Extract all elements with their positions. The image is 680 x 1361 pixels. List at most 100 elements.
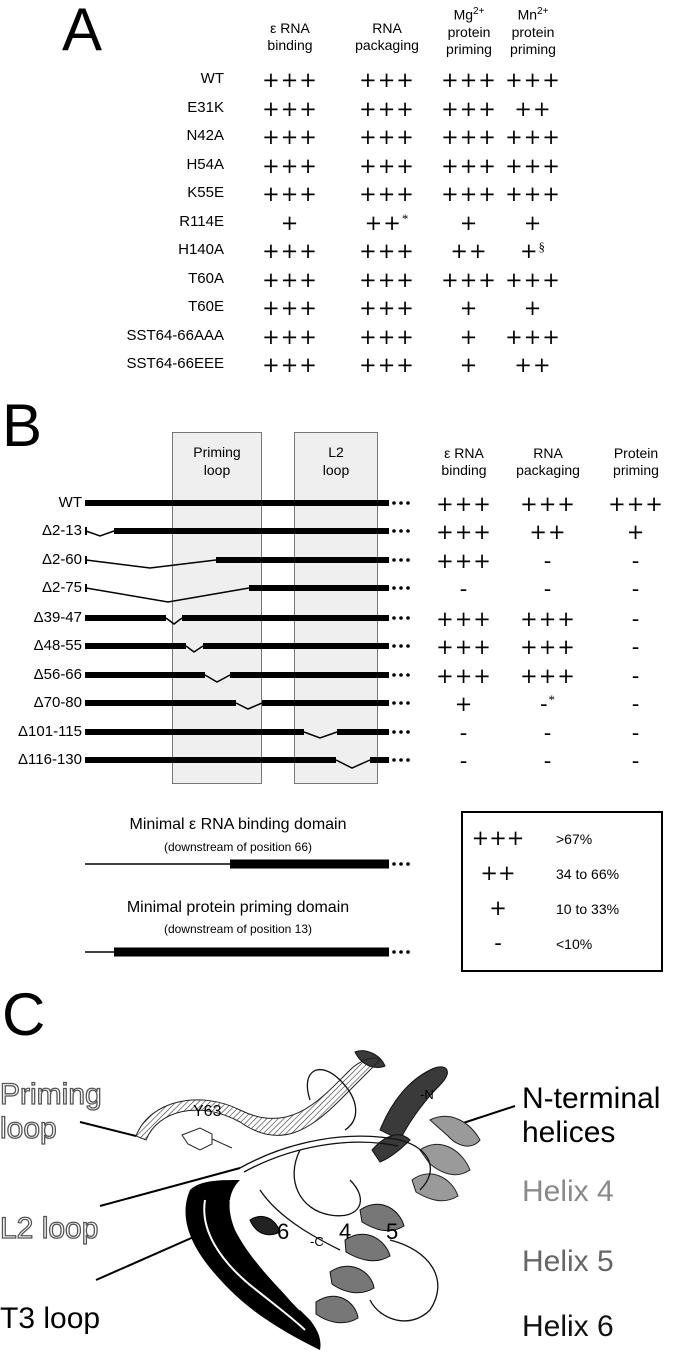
helix-4-callout: Helix 4 [522, 1175, 614, 1208]
protein-structure-ribbon [79, 1050, 516, 1350]
activity-score: +++ [359, 296, 415, 320]
activity-score: +++ [359, 96, 415, 121]
construct-name: Δ101-115 [18, 723, 82, 740]
activity-score: - [631, 635, 641, 659]
priming-loop-callout: Priming loop [0, 1077, 102, 1145]
construct-name: Δ48-55 [33, 637, 82, 654]
construct-name: Δ2-60 [41, 551, 82, 568]
activity-score: + [523, 210, 543, 235]
activity-score: - [543, 721, 553, 745]
deletion-constructs-diagram [85, 500, 410, 769]
activity-score: +++ [441, 125, 497, 149]
activity-score: + [626, 520, 646, 544]
activity-score: ++ [529, 520, 567, 544]
minimal-priming-title: Minimal protein priming domain [126, 899, 350, 916]
activity-score: +++ [436, 549, 492, 573]
helix-6-number: 6 [277, 1219, 290, 1244]
mutant-name: R114E [179, 212, 224, 230]
l2-loop-box [294, 432, 378, 784]
activity-score: +§ [519, 239, 547, 263]
activity-score: +++ [441, 267, 497, 292]
continuation-dots [392, 501, 410, 762]
construct-name: WT [58, 494, 82, 511]
activity-score: +++ [436, 664, 492, 688]
legend-symbol: ++ [480, 861, 516, 885]
activity-score: - [543, 749, 553, 773]
construct-line-d2-60 [85, 559, 217, 569]
c-terminus-label: -C [310, 1234, 324, 1249]
mutant-name: T60A [188, 269, 224, 287]
panel-a-column-header: Mn2+ protein priming [510, 6, 556, 57]
activity-score: +++ [359, 153, 415, 178]
helix-5-callout: Helix 5 [522, 1245, 614, 1278]
activity-score: +++ [436, 492, 492, 516]
legend-range: <10% [556, 936, 593, 952]
activity-score: +++ [262, 296, 318, 320]
activity-score: + [454, 692, 474, 716]
activity-score: +++ [505, 267, 561, 292]
legend-symbol: +++ [471, 826, 525, 850]
construct-name: Δ70-80 [33, 694, 82, 711]
legend-symbol: + [489, 896, 507, 920]
activity-score: +++ [262, 324, 318, 349]
activity-score: +++ [505, 153, 561, 178]
minimal-domain-lines [85, 859, 410, 957]
mutant-name: T60E [188, 298, 224, 315]
helix-6-callout: Helix 6 [522, 1310, 614, 1343]
activity-legend [461, 811, 663, 972]
activity-score: +++ [441, 182, 497, 206]
activity-score: +++ [359, 324, 415, 349]
activity-score: - [459, 749, 469, 773]
mutant-name: E31K [187, 98, 224, 116]
activity-score: ++ [514, 353, 552, 377]
activity-score: - [631, 577, 641, 601]
panel-c-letter: C [2, 981, 46, 1048]
activity-score: ++* [364, 210, 410, 235]
n-terminal-helices-callout: N-terminal helices [522, 1082, 661, 1149]
t3-loop-callout: T3 loop [0, 1302, 101, 1335]
activity-score: +++ [359, 68, 415, 92]
mutant-name: WT [200, 70, 224, 87]
activity-score: + [459, 296, 479, 320]
activity-score: + [459, 324, 479, 349]
activity-score: +++ [262, 68, 318, 92]
activity-score: +++ [520, 607, 576, 631]
activity-score: - [631, 749, 641, 773]
activity-score: +++ [505, 324, 561, 349]
activity-score: +++ [520, 635, 576, 659]
activity-score: +++ [359, 182, 415, 206]
activity-score: +++ [359, 267, 415, 292]
footnote-mark: * [401, 210, 410, 226]
legend-range: 34 to 66% [556, 866, 620, 882]
legend-range: 10 to 33% [556, 901, 620, 917]
mutant-name: SST64-66AAA [126, 326, 224, 344]
panel-a-column-header: RNA packaging [355, 20, 419, 53]
helix-5-number: 5 [386, 1219, 399, 1244]
activity-score: - [631, 664, 641, 688]
activity-score: + [459, 353, 479, 377]
construct-name: Δ39-47 [33, 609, 82, 626]
activity-score: +++ [262, 182, 318, 206]
panel-a-letter: A [62, 0, 103, 63]
priming-loop-label: Priming loop [193, 444, 241, 478]
panel-a-column-header: Mg2+ protein priming [446, 6, 492, 57]
activity-score: +++ [441, 153, 497, 178]
mutant-name: N42A [186, 127, 224, 144]
activity-score: - [631, 692, 641, 716]
legend-symbol: - [494, 931, 502, 955]
activity-score: +++ [441, 96, 497, 121]
activity-score: +++ [262, 267, 318, 292]
activity-score: +++ [505, 125, 561, 149]
activity-score: ++ [514, 96, 552, 121]
activity-score: +++ [359, 125, 415, 149]
priming-loop-box [172, 432, 262, 784]
activity-score: +++ [436, 635, 492, 659]
panel-a-column-header: ε RNA binding [267, 20, 313, 53]
activity-score: ++ [450, 239, 488, 263]
construct-name: Δ2-13 [41, 522, 82, 539]
construct-name: Δ56-66 [33, 666, 82, 683]
activity-score: -* [539, 692, 557, 716]
n-terminus-label: -N [420, 1087, 434, 1102]
activity-score: - [459, 577, 469, 601]
legend-range: >67% [556, 831, 593, 847]
